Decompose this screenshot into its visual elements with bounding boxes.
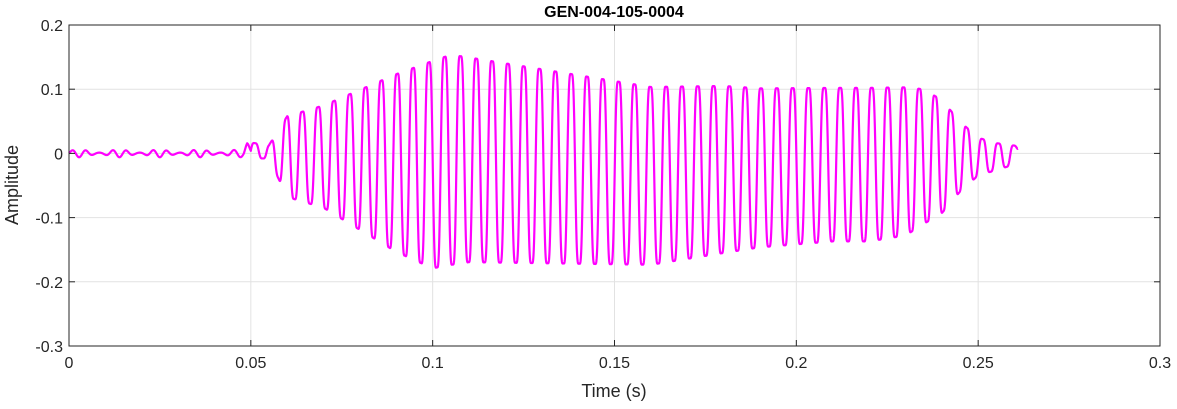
y-tick-label: -0.3	[35, 339, 63, 356]
y-tick-label: 0.1	[41, 82, 63, 99]
x-axis-label: Time (s)	[581, 381, 646, 401]
x-tick-label: 0.25	[963, 355, 994, 372]
ticks: 0 0.05 0.1 0.15 0.2 0.25 0.3 -0.3 -0.2 -0.1 0 0.1 0.…	[35, 18, 1171, 372]
chart-title: GEN-004-105-0004	[544, 4, 684, 21]
x-tick-label: 0.15	[599, 355, 630, 372]
y-axis-label: Amplitude	[2, 145, 22, 225]
x-tick-label: 0	[65, 355, 74, 372]
x-tick-label: 0.2	[785, 355, 807, 372]
x-tick-label: 0.1	[422, 355, 444, 372]
x-tick-label: 0.3	[1149, 355, 1171, 372]
y-tick-label: 0	[54, 146, 63, 163]
series-layer	[68, 54, 1019, 269]
amplitude-series-line	[68, 54, 1019, 269]
y-tick-label: 0.2	[41, 18, 63, 35]
x-tick-label: 0.05	[235, 355, 266, 372]
y-tick-label: -0.2	[35, 275, 63, 292]
y-tick-label: -0.1	[35, 211, 63, 228]
